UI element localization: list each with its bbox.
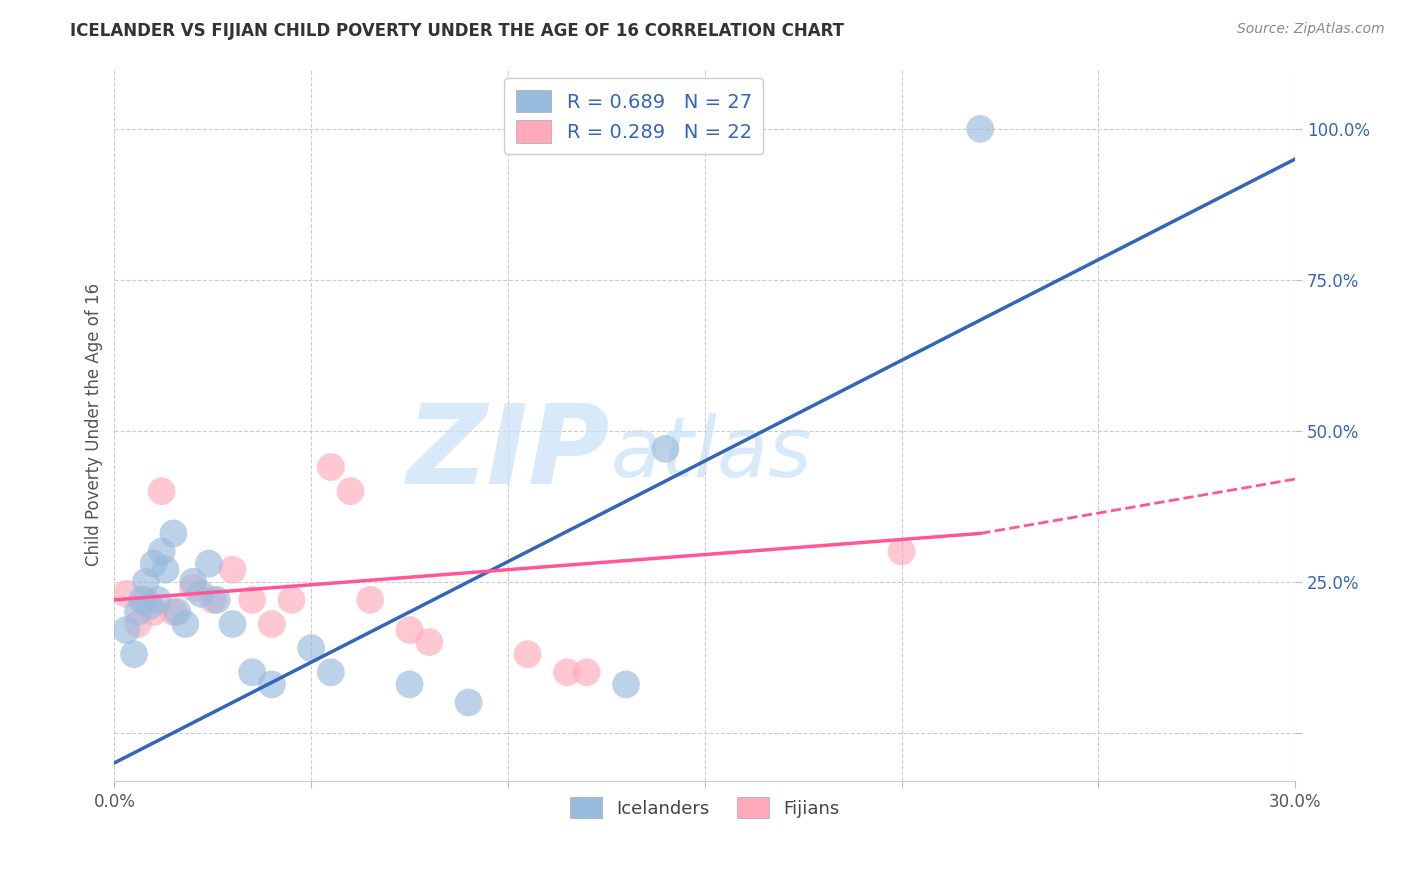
Point xyxy=(654,442,676,456)
Point xyxy=(190,587,212,601)
Text: ICELANDER VS FIJIAN CHILD POVERTY UNDER THE AGE OF 16 CORRELATION CHART: ICELANDER VS FIJIAN CHILD POVERTY UNDER … xyxy=(70,22,844,40)
Point xyxy=(260,677,283,691)
Point xyxy=(260,617,283,632)
Point xyxy=(575,665,598,680)
Point xyxy=(131,592,153,607)
Point xyxy=(162,605,184,619)
Point xyxy=(614,677,637,691)
Point xyxy=(122,647,145,661)
Text: Source: ZipAtlas.com: Source: ZipAtlas.com xyxy=(1237,22,1385,37)
Point xyxy=(135,574,157,589)
Point xyxy=(555,665,578,680)
Point xyxy=(969,122,991,136)
Point xyxy=(205,592,228,607)
Y-axis label: Child Poverty Under the Age of 16: Child Poverty Under the Age of 16 xyxy=(86,283,103,566)
Point xyxy=(359,592,381,607)
Point xyxy=(174,617,197,632)
Point xyxy=(319,665,342,680)
Point xyxy=(240,665,263,680)
Point xyxy=(181,574,204,589)
Point xyxy=(398,677,420,691)
Point xyxy=(398,623,420,637)
Text: ZIP: ZIP xyxy=(406,400,610,507)
Point xyxy=(150,544,173,558)
Text: atlas: atlas xyxy=(610,413,811,494)
Point xyxy=(221,617,243,632)
Point xyxy=(280,592,302,607)
Point xyxy=(457,696,479,710)
Point xyxy=(146,592,169,607)
Point xyxy=(240,592,263,607)
Point xyxy=(319,460,342,475)
Point xyxy=(155,563,177,577)
Point xyxy=(115,623,138,637)
Point xyxy=(166,605,188,619)
Point xyxy=(299,641,322,656)
Point xyxy=(181,581,204,595)
Point xyxy=(142,605,165,619)
Point xyxy=(127,605,149,619)
Point xyxy=(162,526,184,541)
Point xyxy=(201,592,224,607)
Point xyxy=(221,563,243,577)
Point xyxy=(135,592,157,607)
Point xyxy=(198,557,221,571)
Legend: Icelanders, Fijians: Icelanders, Fijians xyxy=(562,790,848,825)
Point xyxy=(516,647,538,661)
Point xyxy=(142,557,165,571)
Point xyxy=(890,544,912,558)
Point xyxy=(127,617,149,632)
Point xyxy=(339,484,361,499)
Point xyxy=(139,599,162,613)
Point xyxy=(418,635,440,649)
Point xyxy=(150,484,173,499)
Point xyxy=(115,587,138,601)
